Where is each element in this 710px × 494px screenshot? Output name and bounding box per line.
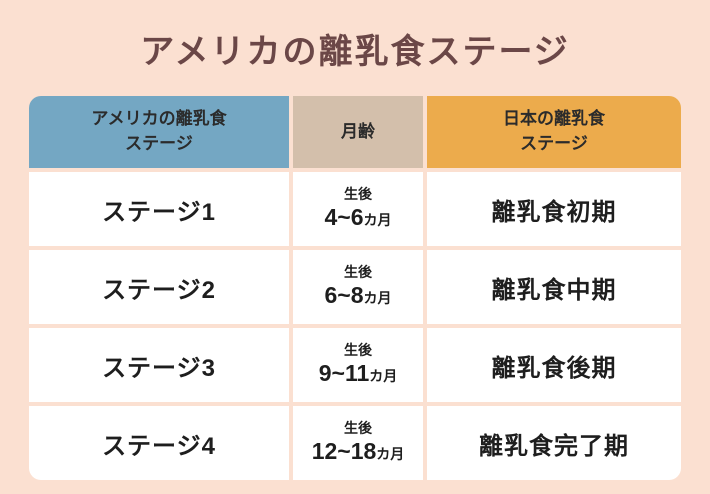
cell-us-stage-1: ステージ1: [29, 172, 289, 246]
cell-age-3: 生後 9~11カ月: [293, 328, 423, 402]
age-prefix: 生後: [344, 264, 372, 281]
age-unit: カ月: [369, 367, 398, 384]
age-range: 9~11: [318, 359, 370, 386]
cell-jp-stage-2: 離乳食中期: [427, 250, 681, 324]
age-value: 4~6カ月: [324, 204, 391, 232]
cell-jp-stage-1: 離乳食初期: [427, 172, 681, 246]
header-jp-stage-line2: ステージ: [520, 134, 588, 153]
header-us-stage-line1: アメリカの離乳食: [91, 109, 227, 129]
weaning-stage-table: アメリカの離乳食 ステージ 月齢 日本の離乳食 ステージ ステージ1 生後 4~…: [29, 96, 681, 480]
age-prefix: 生後: [344, 420, 372, 437]
age-prefix: 生後: [344, 186, 372, 203]
cell-us-stage-3: ステージ3: [29, 328, 289, 402]
cell-age-2: 生後 6~8カ月: [293, 250, 423, 324]
cell-us-stage-4: ステージ4: [29, 406, 289, 480]
age-range: 4~6: [324, 203, 364, 230]
cell-us-stage-2: ステージ2: [29, 250, 289, 324]
age-unit: カ月: [363, 289, 392, 306]
age-value: 12~18カ月: [312, 438, 405, 466]
age-value: 6~8カ月: [324, 282, 391, 310]
header-age: 月齢: [293, 96, 423, 168]
age-value: 9~11カ月: [319, 360, 398, 388]
cell-jp-stage-3: 離乳食後期: [427, 328, 681, 402]
header-us-stage-line2: ステージ: [125, 134, 193, 153]
age-range: 6~8: [324, 281, 364, 308]
cell-jp-stage-4: 離乳食完了期: [427, 406, 681, 480]
header-us-stage: アメリカの離乳食 ステージ: [29, 96, 289, 168]
age-unit: カ月: [376, 445, 405, 462]
age-unit: カ月: [363, 211, 392, 228]
header-age-label: 月齢: [341, 121, 375, 141]
age-prefix: 生後: [344, 342, 372, 359]
cell-age-1: 生後 4~6カ月: [293, 172, 423, 246]
header-jp-stage: 日本の離乳食 ステージ: [427, 96, 681, 168]
age-range: 12~18: [311, 437, 377, 464]
cell-age-4: 生後 12~18カ月: [293, 406, 423, 480]
page-title: アメリカの離乳食ステージ: [140, 33, 570, 71]
header-jp-stage-line1: 日本の離乳食: [503, 109, 605, 129]
